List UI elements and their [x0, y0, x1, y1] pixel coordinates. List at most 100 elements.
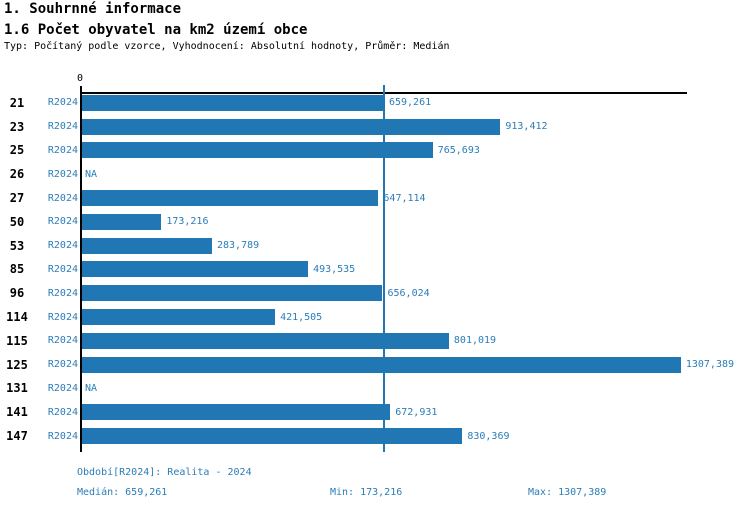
chart-row: 50 R2024 173,216	[0, 210, 750, 234]
bar-value-label: 830,369	[467, 430, 510, 442]
bar	[82, 332, 449, 349]
bar-value-label: 1307,389	[685, 359, 735, 371]
bar	[82, 356, 681, 373]
bar-track: 801,019	[82, 332, 750, 349]
bar	[82, 118, 501, 135]
median-line	[382, 85, 385, 452]
chart-subtitle: Typ: Počítaný podle vzorce, Vyhodnocení:…	[4, 41, 450, 52]
chart-row: 125 R2024 1307,389	[0, 353, 750, 377]
bar	[82, 285, 383, 302]
chart-row: 114 R2024 421,505	[0, 305, 750, 329]
row-series-label: R2024	[47, 121, 78, 133]
bar-track: NA	[82, 383, 750, 394]
row-series-label: R2024	[47, 144, 78, 156]
x-axis-zero-tick-label: 0	[76, 73, 84, 84]
bar-track: 672,931	[82, 404, 750, 421]
bar	[82, 237, 212, 254]
category-axis-line	[80, 86, 82, 452]
bar	[82, 309, 276, 326]
bar-value-label: NA	[85, 168, 98, 180]
row-series-label: R2024	[47, 97, 78, 109]
bar-track: 830,369	[82, 428, 750, 445]
chart-rows: 21 R2024 659,261 23 R2024 913,412 25 R2024 765,6…	[0, 91, 750, 448]
bar-value-label: 913,412	[505, 121, 548, 133]
bar-value-label: NA	[85, 382, 98, 394]
bar	[82, 261, 309, 278]
row-series-label: R2024	[47, 335, 78, 347]
row-series-label: R2024	[47, 216, 78, 228]
bar-track: 913,412	[82, 118, 750, 135]
chart-row: 131 R2024 NA	[0, 377, 750, 401]
bar-value-label: 647,114	[383, 192, 426, 204]
bar	[82, 142, 433, 159]
chart-row: 26 R2024 NA	[0, 162, 750, 186]
footer-max-label: Max: 1307,389	[528, 487, 607, 498]
bar-value-label: 656,024	[387, 287, 430, 299]
footer-min-label: Min: 173,216	[330, 487, 403, 498]
chart-row: 96 R2024 656,024	[0, 281, 750, 305]
row-category-label: 115	[6, 333, 28, 348]
bar	[82, 404, 391, 421]
row-series-label: R2024	[47, 192, 78, 204]
bar-value-label: 801,019	[453, 335, 497, 347]
row-category-label: 125	[6, 357, 28, 372]
row-category-label: 141	[6, 405, 28, 420]
bar-track: NA	[82, 169, 750, 180]
chart-row: 85 R2024 493,535	[0, 258, 750, 282]
bar-track: 659,261	[82, 94, 750, 111]
bar-track: 765,693	[82, 142, 750, 159]
bar-track: 173,216	[82, 213, 750, 230]
chart-row: 23 R2024 913,412	[0, 115, 750, 139]
row-series-label: R2024	[47, 406, 78, 418]
bar	[82, 428, 463, 445]
chart-row: 27 R2024 647,114	[0, 186, 750, 210]
row-category-label: 21	[9, 95, 25, 110]
row-series-label: R2024	[47, 430, 78, 442]
chart-row: 25 R2024 765,693	[0, 139, 750, 163]
bar-value-label: 421,505	[280, 311, 323, 323]
bar-value-label: 173,216	[166, 216, 209, 228]
bar	[82, 190, 379, 207]
chart-row: 147 R2024 830,369	[0, 424, 750, 448]
bar-track: 656,024	[82, 285, 750, 302]
bar-value-label: 493,535	[313, 263, 356, 275]
row-category-label: 96	[9, 286, 25, 301]
row-series-label: R2024	[47, 263, 78, 275]
row-series-label: R2024	[47, 382, 78, 394]
row-series-label: R2024	[47, 168, 78, 180]
bar-value-label: 283,789	[216, 240, 260, 252]
row-category-label: 50	[9, 214, 25, 229]
row-category-label: 27	[9, 191, 25, 206]
row-category-label: 85	[9, 262, 25, 277]
bar-value-label: 765,693	[437, 144, 480, 156]
row-series-label: R2024	[47, 359, 78, 371]
row-category-label: 114	[6, 310, 28, 325]
row-category-label: 147	[6, 429, 28, 444]
bar-track: 647,114	[82, 190, 750, 207]
chart-row: 21 R2024 659,261	[0, 91, 750, 115]
chart-row: 53 R2024 283,789	[0, 234, 750, 258]
footer-median-label: Medián: 659,261	[77, 487, 168, 498]
row-category-label: 53	[9, 238, 25, 253]
bar-value-label: 672,931	[395, 406, 438, 418]
row-category-label: 131	[6, 381, 28, 396]
row-series-label: R2024	[47, 311, 78, 323]
chart-row: 141 R2024 672,931	[0, 400, 750, 424]
row-series-label: R2024	[47, 240, 78, 252]
bar-track: 493,535	[82, 261, 750, 278]
bar-track: 1307,389	[82, 356, 750, 373]
chart-row: 115 R2024 801,019	[0, 329, 750, 353]
row-category-label: 25	[9, 143, 25, 158]
row-category-label: 23	[9, 119, 25, 134]
bar-value-label: 659,261	[388, 97, 432, 109]
footer-period-label: Období[R2024]: Realita - 2024	[77, 467, 252, 478]
page-title: 1. Souhrnné informace	[4, 1, 182, 17]
bar	[82, 213, 162, 230]
bar-track: 283,789	[82, 237, 750, 254]
bar	[82, 94, 384, 111]
row-series-label: R2024	[47, 287, 78, 299]
row-category-label: 26	[9, 167, 25, 182]
chart-title: 1.6 Počet obyvatel na km2 území obce	[4, 22, 308, 38]
bar-track: 421,505	[82, 309, 750, 326]
